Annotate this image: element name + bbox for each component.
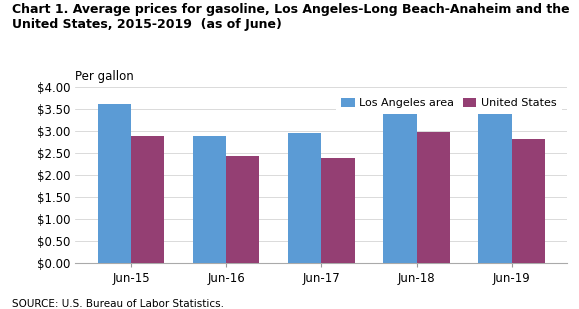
Bar <box>321 158 355 263</box>
Bar <box>226 156 259 263</box>
Bar <box>131 136 164 263</box>
Bar <box>416 132 450 263</box>
Bar <box>288 133 321 263</box>
Bar <box>193 136 226 263</box>
Bar <box>383 102 416 263</box>
Text: Per gallon: Per gallon <box>75 70 134 83</box>
Legend: Los Angeles area, United States: Los Angeles area, United States <box>336 92 562 114</box>
Bar <box>512 139 545 263</box>
Text: Chart 1. Average prices for gasoline, Los Angeles-Long Beach-Anaheim and the
Uni: Chart 1. Average prices for gasoline, Lo… <box>12 3 569 31</box>
Bar <box>478 99 512 263</box>
Bar <box>98 104 131 263</box>
Text: SOURCE: U.S. Bureau of Labor Statistics.: SOURCE: U.S. Bureau of Labor Statistics. <box>12 299 223 309</box>
